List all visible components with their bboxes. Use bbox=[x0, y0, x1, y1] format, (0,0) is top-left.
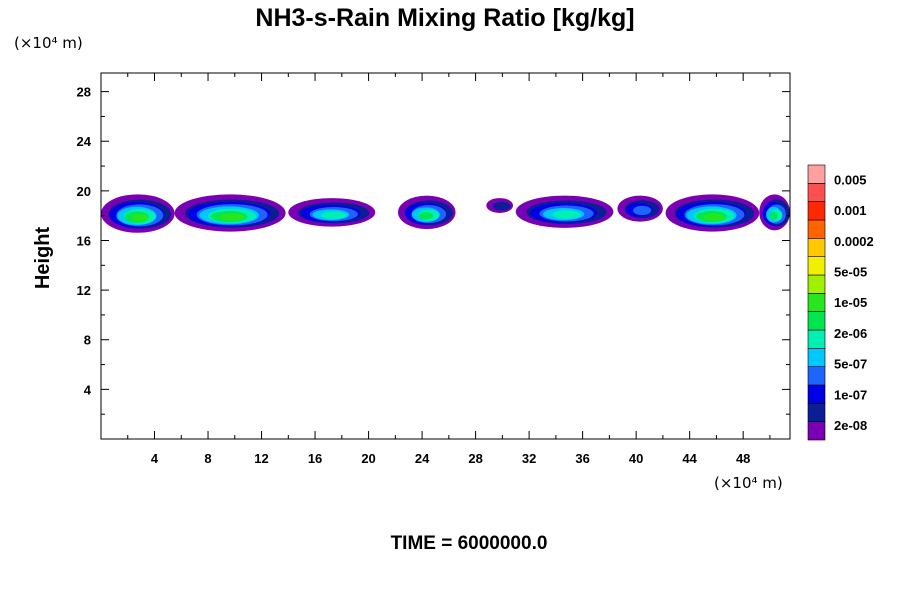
colorbar-swatch bbox=[807, 238, 826, 257]
y-axis-label: Height bbox=[32, 227, 54, 290]
x-axis-unit: (×10⁴ m) bbox=[714, 474, 783, 492]
y-tick-label: 20 bbox=[77, 184, 91, 199]
colorbar-label: 0.0002 bbox=[834, 234, 874, 249]
colorbar-label: 2e-06 bbox=[834, 326, 867, 341]
x-tick-label: 44 bbox=[682, 451, 697, 466]
colorbar-swatch bbox=[807, 256, 826, 276]
colorbar-swatch bbox=[807, 366, 826, 386]
cloud-blob bbox=[515, 195, 614, 228]
colorbar-label: 1e-07 bbox=[834, 387, 867, 402]
colorbar-swatch bbox=[807, 219, 826, 239]
colorbar-swatch bbox=[807, 421, 826, 441]
time-label: TIME = 6000000.0 bbox=[391, 533, 548, 554]
y-tick-label: 24 bbox=[77, 134, 92, 149]
cloud-blob bbox=[398, 195, 456, 230]
plot-frame bbox=[100, 72, 791, 440]
x-tick-label: 12 bbox=[254, 451, 268, 466]
x-tick-label: 24 bbox=[415, 451, 430, 466]
cloud-blob bbox=[101, 194, 175, 233]
cloud-blob bbox=[665, 194, 760, 232]
colorbar-swatch bbox=[807, 403, 826, 422]
colorbar-label: 2e-08 bbox=[834, 418, 867, 433]
contour-level bbox=[321, 211, 347, 220]
y-tick-label: 4 bbox=[84, 382, 92, 397]
colorbar-swatch bbox=[807, 384, 826, 404]
x-tick-label: 4 bbox=[151, 451, 159, 466]
contour-level bbox=[769, 211, 778, 221]
x-axis-ticks: 4 8 12 16 20 24 28 32 36 40 44 48 bbox=[127, 73, 771, 466]
colorbar-swatch bbox=[807, 293, 826, 312]
x-tick-label: 16 bbox=[308, 451, 322, 466]
y-tick-label: 8 bbox=[84, 333, 91, 348]
cloud-blob bbox=[174, 194, 286, 232]
x-tick-label: 8 bbox=[204, 451, 211, 466]
x-tick-label: 48 bbox=[736, 451, 750, 466]
y-tick-label: 28 bbox=[77, 85, 91, 100]
cloud-blob bbox=[617, 195, 663, 222]
contour-level bbox=[633, 205, 652, 216]
x-tick-label: 40 bbox=[629, 451, 643, 466]
colorbar-label: 0.001 bbox=[834, 203, 867, 218]
contour-level bbox=[703, 213, 726, 221]
contour-level bbox=[219, 213, 245, 221]
colorbar-label: 0.005 bbox=[834, 172, 867, 187]
colorbar-label: 5e-07 bbox=[834, 357, 867, 372]
cloud-blob bbox=[288, 198, 376, 227]
contour-level bbox=[418, 212, 434, 220]
contour-level bbox=[552, 210, 581, 219]
y-tick-label: 16 bbox=[77, 233, 91, 248]
colorbar-swatch bbox=[807, 329, 826, 349]
colorbar-swatch bbox=[807, 201, 826, 221]
y-axis-ticks: 4 8 12 16 20 24 28 bbox=[77, 85, 790, 415]
contour-level bbox=[492, 201, 511, 211]
y-axis-unit: (×10⁴ m) bbox=[14, 34, 83, 52]
contour-fills bbox=[101, 194, 790, 233]
cloud-blob bbox=[486, 198, 514, 213]
colorbar-label: 5e-05 bbox=[834, 265, 867, 280]
colorbar-swatch bbox=[807, 311, 826, 331]
colorbar-swatch bbox=[807, 164, 826, 184]
x-tick-label: 32 bbox=[522, 451, 536, 466]
cloud-blob bbox=[759, 194, 790, 231]
colorbar-swatch bbox=[807, 348, 826, 367]
contour-level bbox=[131, 213, 149, 222]
colorbar-label: 1e-05 bbox=[834, 295, 867, 310]
colorbar-swatch bbox=[807, 274, 826, 294]
y-tick-label: 12 bbox=[77, 283, 91, 298]
x-tick-label: 36 bbox=[575, 451, 589, 466]
colorbar: 2e-08 1e-07 5e-07 2e-06 1e-05 5e-05 0.0002 0.00… bbox=[807, 164, 874, 441]
x-tick-label: 20 bbox=[361, 451, 375, 466]
colorbar-swatch bbox=[807, 183, 826, 202]
chart-title: NH3-s-Rain Mixing Ratio [kg/kg] bbox=[255, 4, 634, 32]
x-tick-label: 28 bbox=[468, 451, 482, 466]
